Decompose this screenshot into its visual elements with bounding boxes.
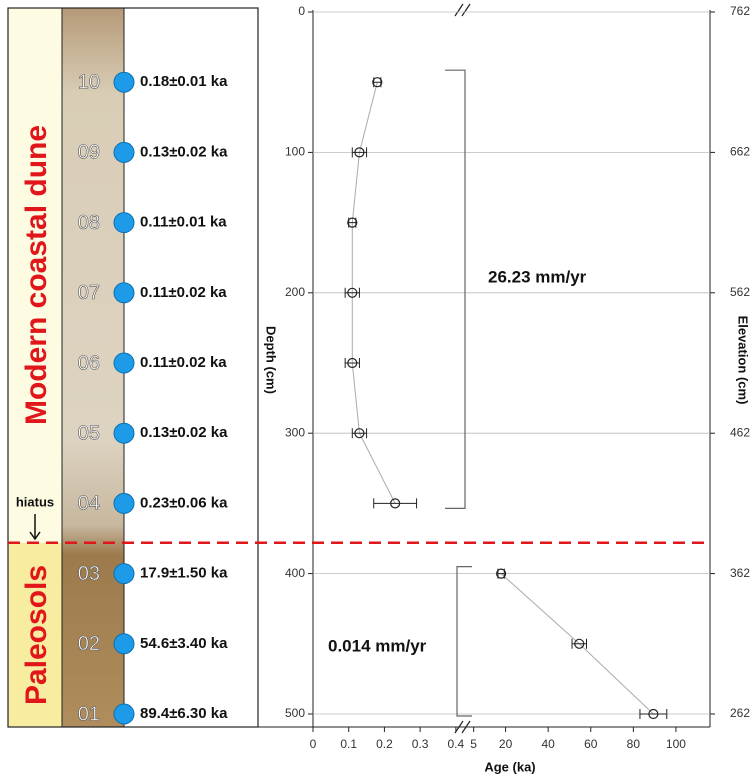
rate-label: 26.23 mm/yr	[488, 267, 587, 286]
sample-marker	[114, 704, 134, 724]
y2-axis-title: Elevation (cm)	[736, 316, 751, 405]
sample-id: 08	[78, 212, 100, 234]
x-tick-label: 0.4	[448, 737, 465, 751]
x-tick-label: 0	[310, 737, 317, 751]
sample-marker	[114, 353, 134, 373]
age-label: 0.11±0.02 ka	[140, 284, 227, 301]
y-tick-label: 300	[285, 425, 305, 439]
y2-tick-label: 562	[730, 285, 750, 299]
hiatus-label: hiatus	[16, 494, 54, 509]
x-tick-label: 0.2	[376, 737, 393, 751]
sample-marker	[114, 142, 134, 162]
x-tick-label: 0.3	[412, 737, 429, 751]
age-label: 54.6±3.40 ka	[140, 635, 228, 652]
chart: Depth (cm) Elevation (cm) Age (ka) Moder…	[0, 0, 752, 778]
sample-id: 02	[78, 633, 100, 655]
rate-label: 0.014 mm/yr	[328, 636, 427, 655]
age-label: 17.9±1.50 ka	[140, 565, 228, 582]
sample-marker	[114, 564, 134, 584]
x-tick-label: 80	[627, 737, 641, 751]
y2-tick-label: 762	[730, 4, 750, 18]
sample-marker	[114, 634, 134, 654]
sample-marker	[114, 72, 134, 92]
y2-tick-label: 262	[730, 706, 750, 720]
sample-marker	[114, 213, 134, 233]
age-label: 0.11±0.02 ka	[140, 354, 227, 371]
sample-id: 06	[78, 352, 100, 374]
bracket	[457, 567, 472, 716]
y-axis-title: Depth (cm)	[264, 326, 279, 394]
x-tick-label: 60	[584, 737, 598, 751]
error-bar	[374, 498, 417, 508]
age-label: 89.4±6.30 ka	[140, 705, 228, 722]
y2-tick-label: 462	[730, 425, 750, 439]
sample-id: 01	[78, 703, 100, 725]
unit-label: Paleosols	[20, 565, 53, 705]
sample-id: 04	[78, 493, 100, 515]
sample-marker	[114, 283, 134, 303]
y-tick-label: 200	[285, 285, 305, 299]
age-label: 0.11±0.01 ka	[140, 214, 227, 231]
y-tick-label: 500	[285, 706, 305, 720]
y2-tick-label: 662	[730, 145, 750, 159]
age-label: 0.13±0.02 ka	[140, 143, 228, 160]
bracket	[445, 70, 465, 508]
unit-label: Modern coastal dune	[20, 125, 53, 425]
x-tick-label: 40	[541, 737, 555, 751]
sample-id: 03	[78, 563, 100, 585]
sample-marker	[114, 493, 134, 513]
x-tick-label: 100	[666, 737, 686, 751]
y-tick-label: 100	[285, 145, 305, 159]
sample-id: 09	[78, 142, 100, 164]
x-tick-label: 5	[470, 737, 477, 751]
sample-id: 10	[78, 71, 100, 93]
sample-id: 07	[78, 282, 100, 304]
sample-id: 05	[78, 422, 100, 444]
x-tick-label: 20	[499, 737, 513, 751]
y-tick-label: 400	[285, 566, 305, 580]
x-axis-title: Age (ka)	[484, 759, 535, 774]
y2-tick-label: 362	[730, 566, 750, 580]
age-label: 0.23±0.06 ka	[140, 494, 228, 511]
sample-marker	[114, 423, 134, 443]
x-tick-label: 0.1	[340, 737, 357, 751]
error-bar	[640, 709, 667, 719]
y-tick-label: 0	[298, 4, 305, 18]
age-label: 0.13±0.02 ka	[140, 424, 228, 441]
age-label: 0.18±0.01 ka	[140, 73, 228, 90]
